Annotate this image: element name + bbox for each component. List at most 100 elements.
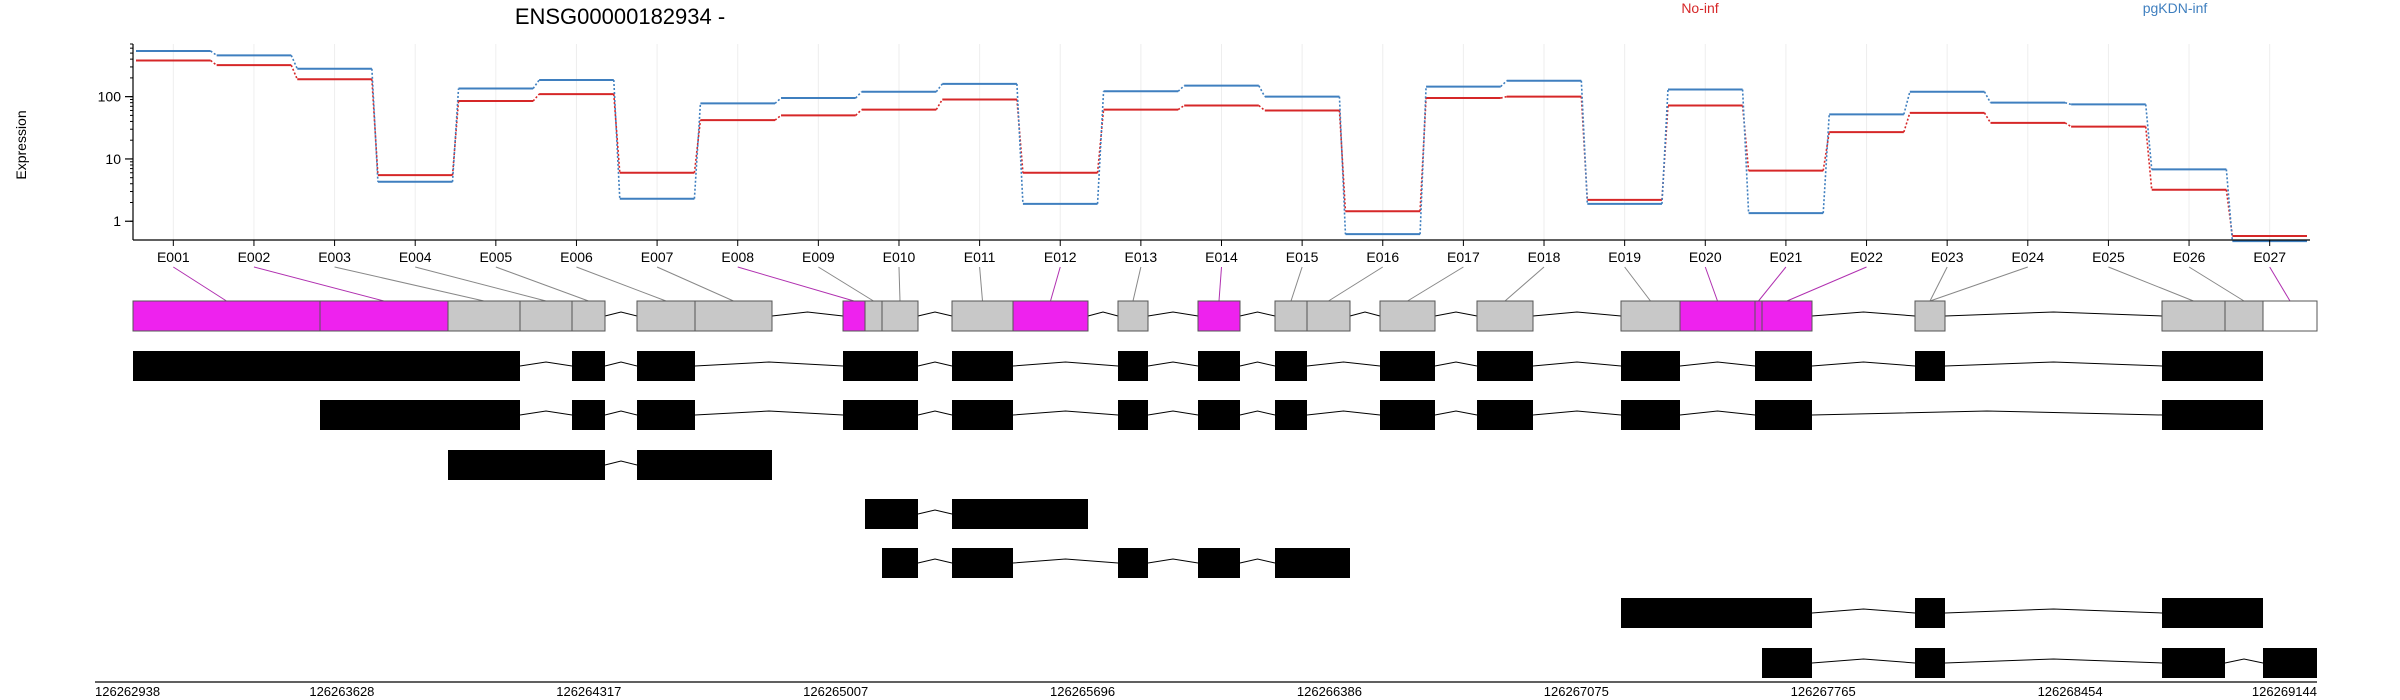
gene-model-exon-12 (1012, 300, 1089, 332)
series-0-connector (1096, 109, 1105, 173)
series-1-connector (2064, 101, 2072, 106)
transcript-5-intron (917, 558, 953, 564)
transcript-1-intron (1679, 361, 1756, 367)
gene-model-intron (1147, 311, 1199, 317)
transcript-1-intron (519, 361, 573, 367)
transcript-2-exon-10 (1477, 400, 1533, 430)
series-0-connector (1258, 104, 1266, 112)
gene-model-intron (1087, 311, 1119, 317)
gene-model-exon-24 (2161, 300, 2226, 332)
x-tick-label-e006: E006 (560, 249, 593, 265)
connector-e005 (495, 266, 589, 302)
series-1-connector (451, 88, 460, 182)
gene-model-exon-14 (1197, 300, 1241, 332)
connector-e024 (1929, 266, 2028, 302)
series-1-connector (1096, 91, 1105, 204)
gene-model-intron (1349, 311, 1381, 317)
connector-e004 (415, 266, 547, 302)
transcript-2-exon-11 (1621, 400, 1680, 430)
x-tick-label-e017: E017 (1447, 249, 1480, 265)
x-tick-label-e010: E010 (883, 249, 916, 265)
series-0-connector (1177, 104, 1185, 111)
gene-model-intron (1944, 311, 2163, 317)
gene-model-exon-8 (842, 300, 866, 332)
series-0-connector (290, 64, 298, 80)
gene-model-exon-4 (519, 300, 573, 332)
transcript-3-exon-2 (637, 450, 772, 480)
exon-connectors (173, 266, 2291, 302)
transcript-2-exon-12 (1755, 400, 1812, 430)
gene-model-exon-5 (571, 300, 606, 332)
connector-e023 (1929, 266, 1948, 302)
gene-model-intron (1532, 311, 1622, 317)
series-0-connector (1580, 96, 1589, 200)
gene-model-intron (771, 311, 844, 317)
connector-e021 (1758, 266, 1787, 302)
series-1-connector (774, 97, 782, 104)
x-tick-label-e025: E025 (2092, 249, 2125, 265)
transcript-5-exon-5 (1275, 548, 1350, 578)
series-1-connector (1661, 89, 1669, 204)
x-tick-label-e018: E018 (1528, 249, 1561, 265)
series-0-connector (1983, 112, 1992, 124)
transcript-2-intron (1147, 410, 1199, 416)
transcript-6-exon-1 (1621, 598, 1812, 628)
series-0-connector (2225, 189, 2234, 237)
transcript-3-intron (604, 460, 638, 466)
transcript-1-intron (1239, 361, 1276, 367)
transcript-2-exon-2 (572, 400, 605, 430)
y-axis-label: Expression (13, 110, 29, 179)
series-1-connector (855, 91, 863, 99)
connector-e014 (1218, 266, 1222, 302)
series-0-connector (935, 99, 943, 110)
series-1-connector (1741, 89, 1750, 214)
connector-e019 (1624, 266, 1651, 302)
transcript-7-exon-1 (1762, 648, 1812, 678)
coordinate-tick-label: 126266386 (1297, 684, 1362, 699)
connector-e006 (576, 266, 667, 302)
transcript-2-exon-6 (1118, 400, 1148, 430)
x-tick-label-e027: E027 (2253, 249, 2286, 265)
series-1-connector (1500, 80, 1508, 88)
genomic-coordinate-axis: 126262938 126263628 126264317 126265007 1262… (95, 681, 2317, 699)
transcript-7-exon-3 (2162, 648, 2225, 678)
x-tick-label-e013: E013 (1125, 249, 1158, 265)
connector-e017 (1407, 266, 1464, 302)
transcript-1-intron (694, 361, 844, 367)
transcript-6-exon-2 (1915, 598, 1945, 628)
series-1-connector (210, 50, 218, 57)
series-1-connector (1419, 86, 1427, 235)
series-0-connector (2144, 126, 2153, 190)
series-0-connector (1500, 95, 1507, 99)
x-tick-label-e003: E003 (318, 249, 351, 265)
transcript-7-exon-4 (2263, 648, 2317, 678)
connector-e001 (173, 266, 227, 302)
gene-model-exon-7 (694, 300, 773, 332)
gene-model-exon-2 (319, 300, 449, 332)
transcript-2-intron (1434, 410, 1478, 416)
transcript-2-intron (604, 410, 638, 416)
transcript-1-exon-7 (1198, 351, 1240, 381)
x-tick-label-e016: E016 (1366, 249, 1399, 265)
gene-model-exon-20 (1679, 300, 1756, 332)
series-1-connector (371, 68, 379, 182)
transcript-2-exon-8 (1275, 400, 1307, 430)
gene-model-exon-19 (1620, 300, 1681, 332)
transcript-2-intron (1532, 410, 1622, 416)
gene-model-exon-18 (1476, 300, 1534, 332)
gene-model (132, 300, 2318, 332)
transcript-2-exon-13 (2162, 400, 2263, 430)
connector-e012 (1050, 266, 1061, 302)
transcript-1-exon-5 (952, 351, 1013, 381)
x-tick-label-e007: E007 (641, 249, 674, 265)
legend-no-inf: No-inf (1681, 0, 1718, 16)
series-0-connector (1419, 97, 1427, 212)
series-1-connector (1822, 114, 1831, 214)
transcript-2-intron (519, 410, 573, 416)
gene-model-exon-9 (864, 300, 883, 332)
series-1-connector (290, 55, 298, 70)
transcript-2-intron (694, 410, 844, 416)
series-0-connector (1822, 131, 1831, 171)
transcript-5-intron (1239, 558, 1276, 564)
gene-model-exon-22 (1761, 300, 1813, 332)
